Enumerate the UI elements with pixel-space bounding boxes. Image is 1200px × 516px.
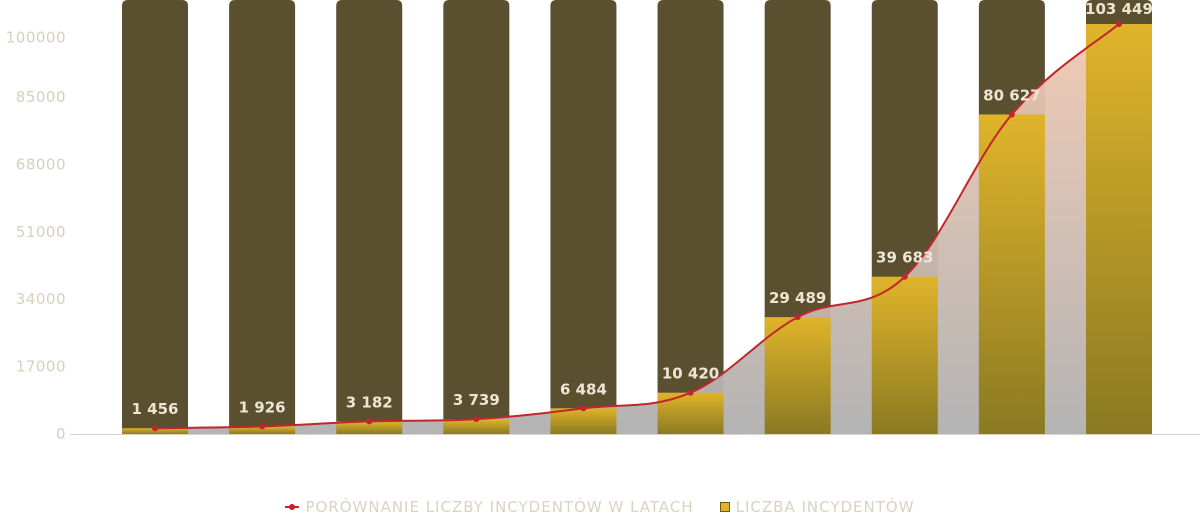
legend-item-bar[interactable]: LICZBA INCYDENTÓW — [719, 498, 915, 516]
bar[interactable] — [871, 276, 938, 434]
line-point[interactable] — [259, 423, 266, 430]
bar[interactable] — [336, 421, 403, 434]
bar-series-square-icon — [719, 502, 730, 512]
line-point[interactable] — [366, 418, 373, 425]
legend-item-line[interactable]: PORÓWNANIE LICZBY INCYDENTÓW W LATACH — [285, 498, 693, 516]
data-label: 3 182 — [346, 393, 393, 411]
line-point[interactable] — [1008, 111, 1015, 118]
bar[interactable] — [657, 392, 724, 434]
data-label: 29 489 — [769, 289, 826, 307]
bar[interactable] — [1085, 24, 1152, 434]
bar[interactable] — [229, 426, 296, 434]
data-label: 1 456 — [132, 400, 179, 418]
line-series — [154, 23, 1120, 430]
bar-background — [336, 0, 403, 434]
legend-bar-label: LICZBA INCYDENTÓW — [735, 498, 915, 516]
data-label: 39 683 — [876, 249, 933, 267]
y-tick-label: 51000 — [16, 223, 66, 241]
line-point[interactable] — [473, 416, 480, 423]
line-point[interactable] — [1115, 21, 1122, 27]
y-tick-label: 34000 — [16, 290, 66, 308]
y-tick-label: 68000 — [16, 155, 66, 173]
bar-background — [443, 0, 510, 434]
data-label: 6 484 — [560, 380, 607, 398]
bar-background — [229, 0, 296, 434]
line-series-marker-icon — [285, 502, 300, 512]
line-point[interactable] — [794, 314, 801, 321]
data-label: 3 739 — [453, 391, 500, 409]
bar-background — [550, 0, 617, 434]
line-point[interactable] — [901, 273, 908, 280]
data-label: 10 420 — [662, 365, 719, 383]
data-label: 103 449 — [1085, 0, 1153, 18]
data-label: 80 627 — [983, 86, 1040, 104]
bar-background — [122, 0, 188, 434]
bar[interactable] — [764, 317, 831, 434]
legend-line-label: PORÓWNANIE LICZBY INCYDENTÓW W LATACH — [305, 498, 694, 516]
y-tick-label: 0 — [56, 425, 66, 443]
y-tick-label: 17000 — [16, 358, 66, 376]
bar[interactable] — [550, 408, 617, 434]
y-tick-label: 100000 — [6, 29, 66, 47]
bar-background — [657, 0, 724, 434]
line-point[interactable] — [580, 405, 587, 412]
legend: PORÓWNANIE LICZBY INCYDENTÓW W LATACH LI… — [0, 498, 1200, 516]
line-point[interactable] — [152, 425, 158, 432]
bar[interactable] — [978, 114, 1045, 434]
line-series-area — [155, 24, 1119, 434]
y-tick-label: 85000 — [16, 88, 66, 106]
bar[interactable] — [443, 419, 510, 434]
line-point[interactable] — [687, 389, 694, 396]
data-label: 1 926 — [239, 398, 286, 416]
